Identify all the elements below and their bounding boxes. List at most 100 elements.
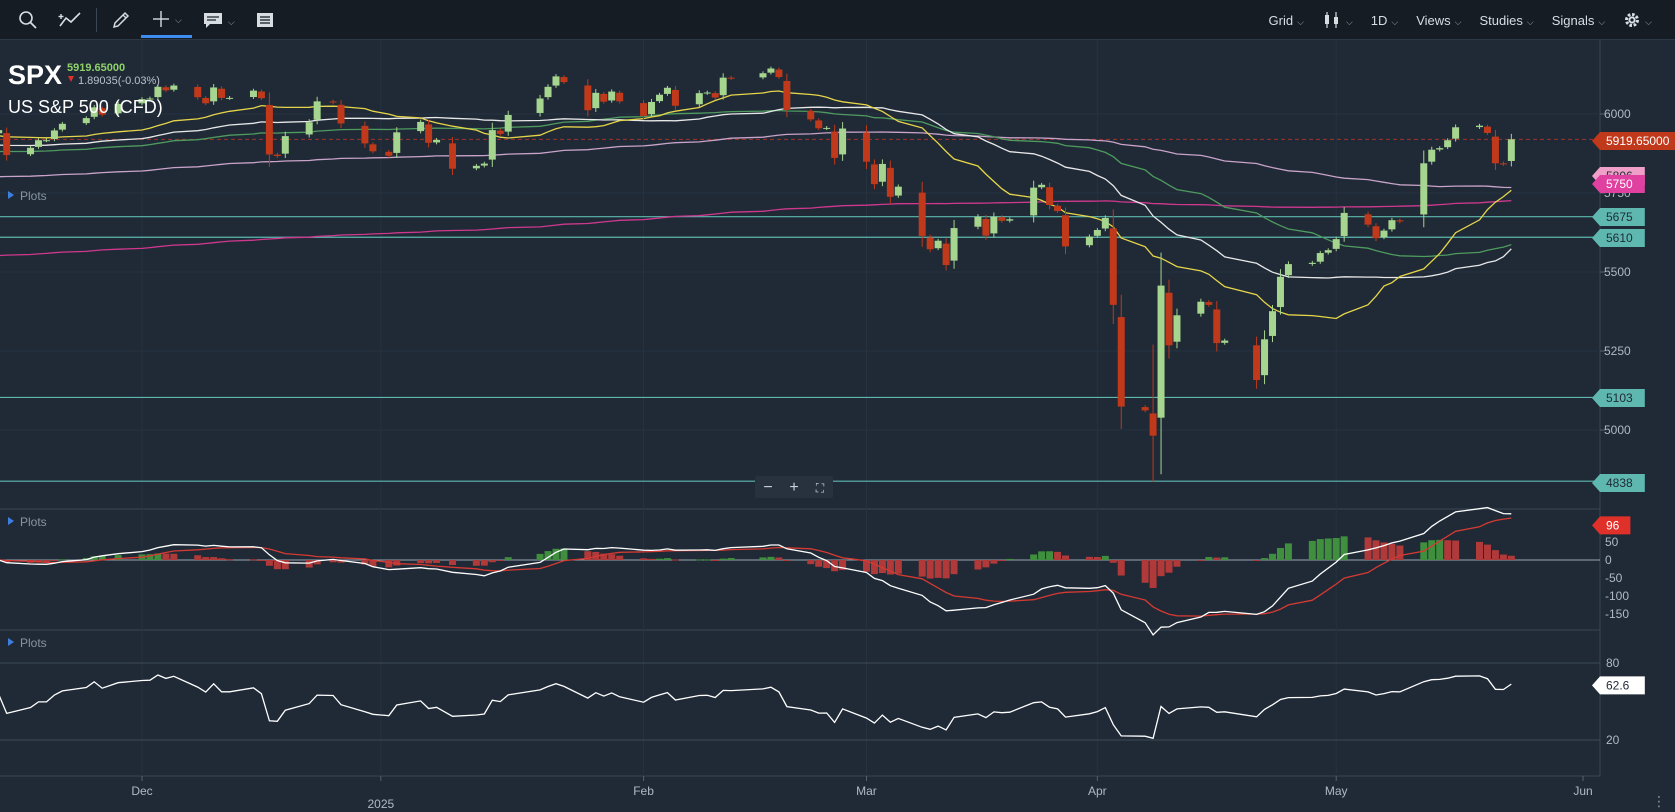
chevron-down-icon: ⌵ — [1598, 16, 1606, 27]
macd-histogram-bar — [671, 559, 679, 561]
macd-histogram-bar — [950, 560, 958, 575]
macd-panel — [0, 506, 1515, 636]
time-tick-label: 2025 — [367, 797, 394, 811]
macd-histogram-bar — [249, 559, 257, 561]
candle-body — [703, 92, 711, 94]
candle-body — [1428, 149, 1436, 162]
candle-body — [1444, 140, 1452, 148]
comment-button[interactable]: ⌵ — [192, 2, 245, 38]
crosshair-icon — [153, 10, 169, 27]
candle-body — [592, 92, 600, 109]
macd-histogram-bar — [998, 560, 1006, 562]
price-plots-label[interactable]: Plots — [20, 189, 47, 203]
candle-body — [1324, 250, 1332, 253]
macd-histogram-bar — [1372, 540, 1380, 560]
macd-tick-label: -100 — [1605, 589, 1629, 603]
macd-plots-label[interactable]: Plots — [20, 515, 47, 529]
candle-body — [154, 86, 162, 98]
candle-body — [727, 77, 735, 79]
macd-histogram-bar — [1062, 555, 1070, 560]
candle-body — [942, 243, 950, 266]
rsi-line — [0, 674, 1512, 740]
chart-type-menu[interactable]: ⌵ — [1313, 2, 1362, 38]
macd-tick-label: -150 — [1605, 607, 1629, 621]
moving-averages — [0, 90, 1512, 320]
expand-triangle-icon[interactable] — [8, 191, 14, 199]
expand-triangle-icon[interactable] — [8, 638, 14, 646]
macd-value-flag: 96 — [1606, 518, 1620, 532]
candle-body — [1276, 276, 1284, 308]
candle-body — [815, 120, 823, 129]
macd-histogram-bar — [608, 554, 616, 560]
candle-body — [1396, 220, 1404, 222]
views-menu[interactable]: Views ⌵ — [1407, 2, 1470, 38]
macd-histogram-bar — [1149, 560, 1157, 588]
candle-body — [862, 132, 870, 162]
candle-body — [695, 93, 703, 105]
macd-histogram-bar — [98, 555, 106, 560]
macd-histogram-bar — [655, 558, 663, 560]
macd-histogram-bar — [823, 560, 831, 569]
candlestick-icon — [1324, 12, 1338, 28]
settings-menu[interactable]: ⌵ — [1614, 2, 1661, 38]
macd-histogram-bar — [839, 560, 847, 571]
candle-body — [496, 130, 504, 134]
rsi-plots-label[interactable]: Plots — [20, 636, 47, 650]
macd-histogram-bar — [162, 553, 170, 560]
candle-body — [775, 69, 783, 78]
macd-histogram-bar — [146, 554, 154, 560]
comment-icon — [203, 13, 222, 28]
interval-menu[interactable]: 1D ⌵ — [1362, 2, 1407, 38]
ma20-line — [0, 90, 1512, 320]
macd-histogram-bar — [273, 560, 281, 570]
signals-menu[interactable]: Signals ⌵ — [1543, 2, 1614, 38]
macd-histogram-bar — [695, 559, 703, 561]
candle-body — [1197, 301, 1205, 314]
macd-histogram-bar — [194, 555, 202, 560]
crosshair-button[interactable]: ⌵ — [141, 2, 192, 38]
zoom-out-button[interactable]: − — [763, 479, 772, 496]
candle-body — [98, 108, 106, 115]
candle-body — [257, 91, 265, 99]
macd-histogram-bar — [648, 558, 656, 560]
ma34-line — [0, 106, 1512, 279]
time-tick-label: Dec — [131, 784, 152, 798]
zoom-in-button[interactable]: + — [789, 479, 798, 496]
price-tick-label: 5000 — [1604, 423, 1631, 437]
candle-body — [1038, 184, 1046, 188]
candle-body — [210, 87, 218, 102]
candle-body — [425, 124, 433, 143]
search-button[interactable] — [8, 2, 48, 38]
macd-histogram-bar — [807, 560, 815, 565]
expand-triangle-icon[interactable] — [8, 517, 14, 525]
price-axis-flag: 5750 — [1606, 177, 1633, 191]
macd-histogram-bar — [1173, 560, 1181, 567]
trend-line-button[interactable] — [48, 2, 92, 38]
candle-body — [202, 97, 210, 104]
candle-body — [1372, 226, 1380, 239]
studies-menu[interactable]: Studies ⌵ — [1471, 2, 1543, 38]
macd-histogram-bar — [393, 560, 401, 566]
candle-body — [1308, 262, 1316, 264]
toolbar-divider — [96, 8, 97, 32]
more-options-icon[interactable]: ⋮ — [1652, 793, 1666, 809]
candle-body — [90, 107, 98, 117]
macd-histogram-bar — [1276, 547, 1284, 560]
macd-histogram-bar — [1476, 541, 1484, 560]
macd-histogram-bar — [337, 560, 345, 563]
candle-body — [1483, 126, 1491, 133]
candle-body — [974, 216, 982, 227]
chart-area[interactable]: 60005750550052505000580657505919.6500056… — [0, 40, 1675, 812]
candle-body — [114, 103, 122, 114]
candle-body — [1269, 311, 1277, 336]
macd-histogram-bar — [640, 558, 648, 560]
macd-histogram-bar — [1006, 558, 1014, 560]
macd-histogram-bar — [1253, 560, 1261, 561]
candle-body — [600, 93, 608, 102]
draw-button[interactable] — [101, 2, 141, 38]
grid-menu[interactable]: Grid ⌵ — [1260, 2, 1313, 38]
news-button[interactable] — [245, 2, 285, 38]
price-tick-label: 6000 — [1604, 107, 1631, 121]
candle-body — [1332, 239, 1340, 249]
fullscreen-button[interactable]: ⛶ — [815, 481, 825, 495]
